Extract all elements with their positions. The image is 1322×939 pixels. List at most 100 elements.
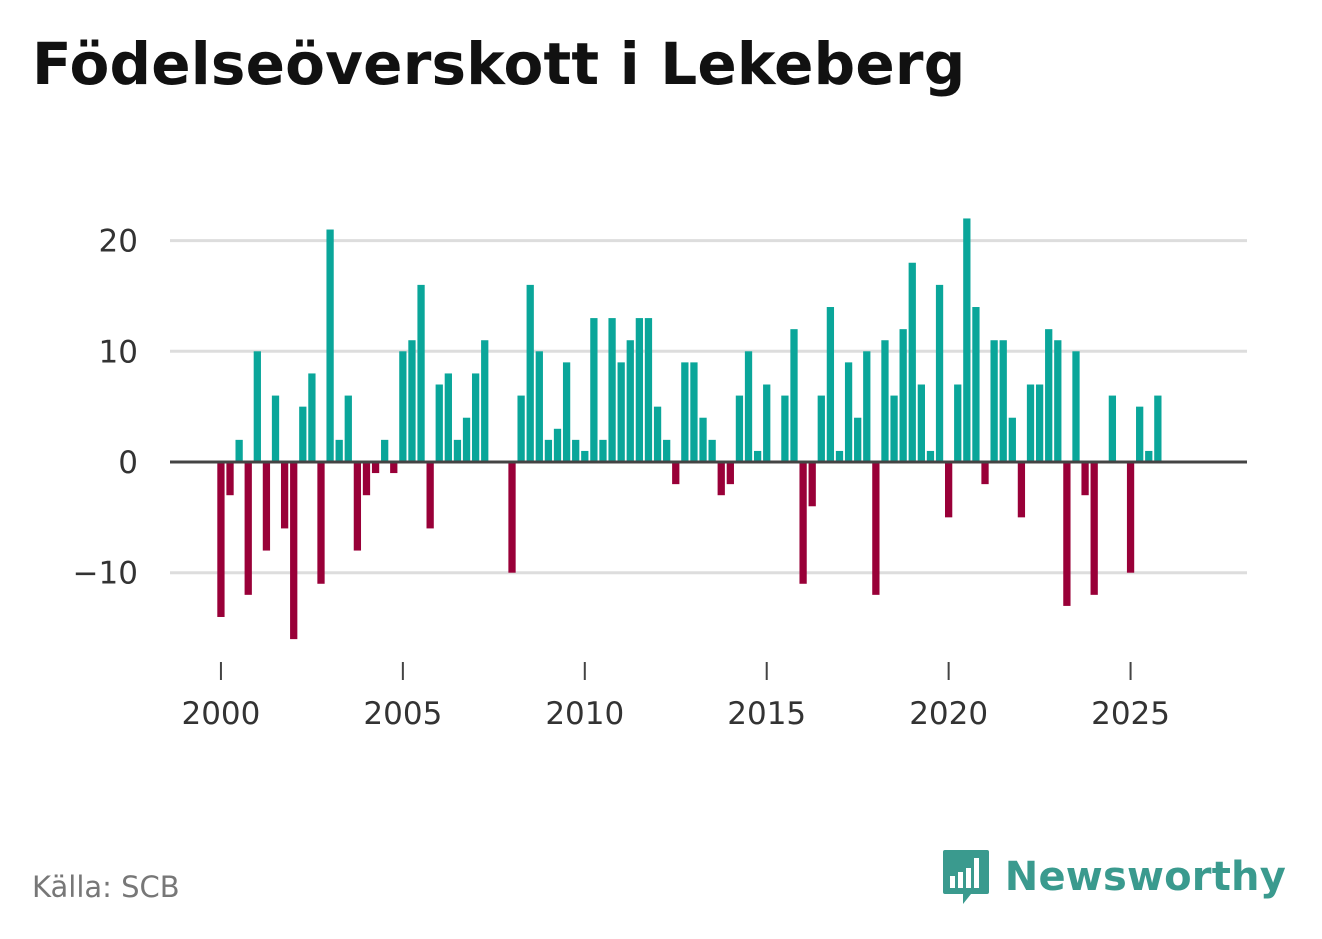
- bar: [872, 462, 880, 595]
- bar: [1026, 384, 1035, 462]
- bar: [626, 340, 634, 462]
- bar: [508, 462, 516, 573]
- bar: [353, 462, 362, 551]
- bar: [763, 384, 771, 462]
- bar: [681, 362, 689, 462]
- bar: [562, 362, 571, 462]
- bar: [517, 395, 525, 462]
- bar: [999, 340, 1007, 462]
- bar: [963, 218, 971, 462]
- bar: [217, 462, 225, 617]
- bar: [690, 362, 698, 462]
- bar: [226, 462, 234, 496]
- bar: [954, 384, 962, 462]
- bar: [1145, 450, 1153, 462]
- bar: [617, 362, 625, 462]
- bar: [1045, 329, 1053, 462]
- bar: [444, 373, 452, 462]
- y-tick-label: −10: [73, 556, 138, 592]
- bar: [335, 439, 343, 462]
- bar: [1054, 340, 1062, 462]
- bar: [1090, 462, 1098, 595]
- x-tick-label: 2025: [1091, 696, 1170, 732]
- bar: [1154, 395, 1162, 462]
- bar: [890, 395, 898, 462]
- bar: [581, 450, 589, 462]
- bar: [544, 439, 553, 462]
- bar: [462, 417, 471, 462]
- bar: [799, 462, 807, 584]
- y-tick-label: 10: [99, 334, 138, 370]
- bar: [381, 439, 389, 462]
- bar: [935, 284, 944, 462]
- brand-name: Newsworthy: [1004, 854, 1286, 900]
- bar: [262, 462, 271, 551]
- bar: [481, 340, 489, 462]
- bar: [362, 462, 371, 496]
- bar: [553, 428, 562, 462]
- bar: [317, 462, 325, 584]
- bar: [308, 373, 316, 462]
- bar: [408, 340, 416, 462]
- bar: [863, 351, 871, 462]
- bar: [1136, 406, 1144, 462]
- bar: [790, 329, 798, 462]
- bar: [945, 462, 953, 518]
- bar: [253, 351, 261, 462]
- bar: [644, 318, 653, 462]
- bar: [344, 395, 352, 462]
- bar: [290, 462, 298, 640]
- bar: [235, 439, 243, 462]
- bar: [390, 462, 398, 474]
- bar: [972, 307, 980, 462]
- newsworthy-logo-icon: [942, 850, 989, 904]
- x-tick-label: 2005: [363, 696, 442, 732]
- bar: [717, 462, 725, 496]
- bar: [699, 417, 707, 462]
- source-label: Källa: SCB: [32, 870, 180, 904]
- bar: [590, 318, 598, 462]
- bar: [808, 462, 816, 507]
- bar: [244, 462, 252, 595]
- bar: [1108, 395, 1117, 462]
- bar: [1035, 384, 1044, 462]
- bar: [599, 439, 607, 462]
- bar: [453, 439, 462, 462]
- bar: [981, 462, 989, 485]
- x-tick-label: 2010: [545, 696, 624, 732]
- brand-logo: Newsworthy: [941, 848, 1286, 906]
- bar: [1063, 462, 1071, 606]
- bar: [526, 284, 534, 462]
- bar: [435, 384, 443, 462]
- bar: [744, 351, 753, 462]
- bar: [908, 262, 916, 462]
- bar: [417, 284, 425, 462]
- bar: [1081, 462, 1089, 496]
- bar: [535, 351, 543, 462]
- bar: [635, 318, 644, 462]
- bar-series: [217, 218, 1162, 640]
- bar: [881, 340, 889, 462]
- bar: [326, 229, 334, 462]
- bar: [990, 340, 998, 462]
- bar: [471, 373, 480, 462]
- bar: [663, 439, 671, 462]
- bar: [1126, 462, 1135, 573]
- bar: [280, 462, 289, 529]
- bar: [899, 329, 907, 462]
- y-tick-label: 0: [118, 445, 138, 481]
- bar: [1017, 462, 1026, 518]
- x-tick-label: 2015: [727, 696, 806, 732]
- bar: [708, 439, 716, 462]
- y-tick-label: 20: [99, 224, 138, 260]
- bar: [826, 307, 835, 462]
- bar: [735, 395, 744, 462]
- bar: [854, 417, 862, 462]
- bar: [608, 318, 616, 462]
- bar: [926, 450, 935, 462]
- bar: [271, 395, 280, 462]
- bar: [399, 351, 407, 462]
- bar: [653, 406, 662, 462]
